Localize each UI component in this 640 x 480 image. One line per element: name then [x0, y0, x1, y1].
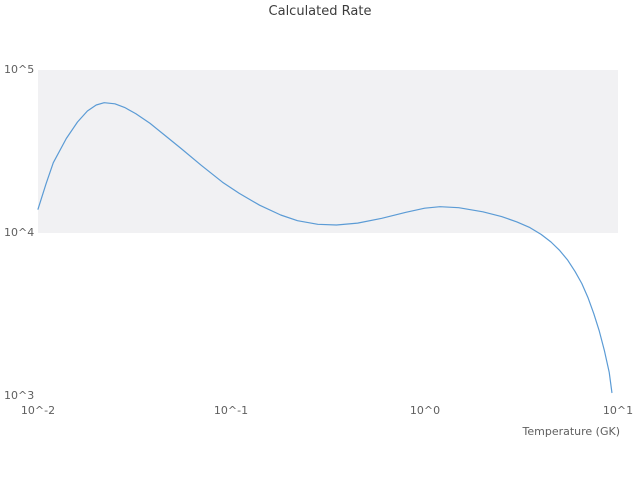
y-tick-1e4: 10^4	[4, 226, 35, 239]
x-tick-1e1: 10^1	[602, 404, 634, 417]
chart-title: Calculated Rate	[268, 4, 372, 19]
x-axis-label: Temperature (GK)	[522, 425, 621, 438]
x-tick-1e-2: 10^-2	[20, 404, 56, 417]
y-tick-1e5: 10^5	[4, 63, 35, 76]
x-tick-1e0: 10^0	[409, 404, 441, 417]
shaded-band	[38, 70, 618, 233]
y-tick-1e3: 10^3	[4, 389, 35, 402]
rate-curve	[37, 102, 613, 394]
x-tick-1e-1: 10^-1	[213, 404, 249, 417]
